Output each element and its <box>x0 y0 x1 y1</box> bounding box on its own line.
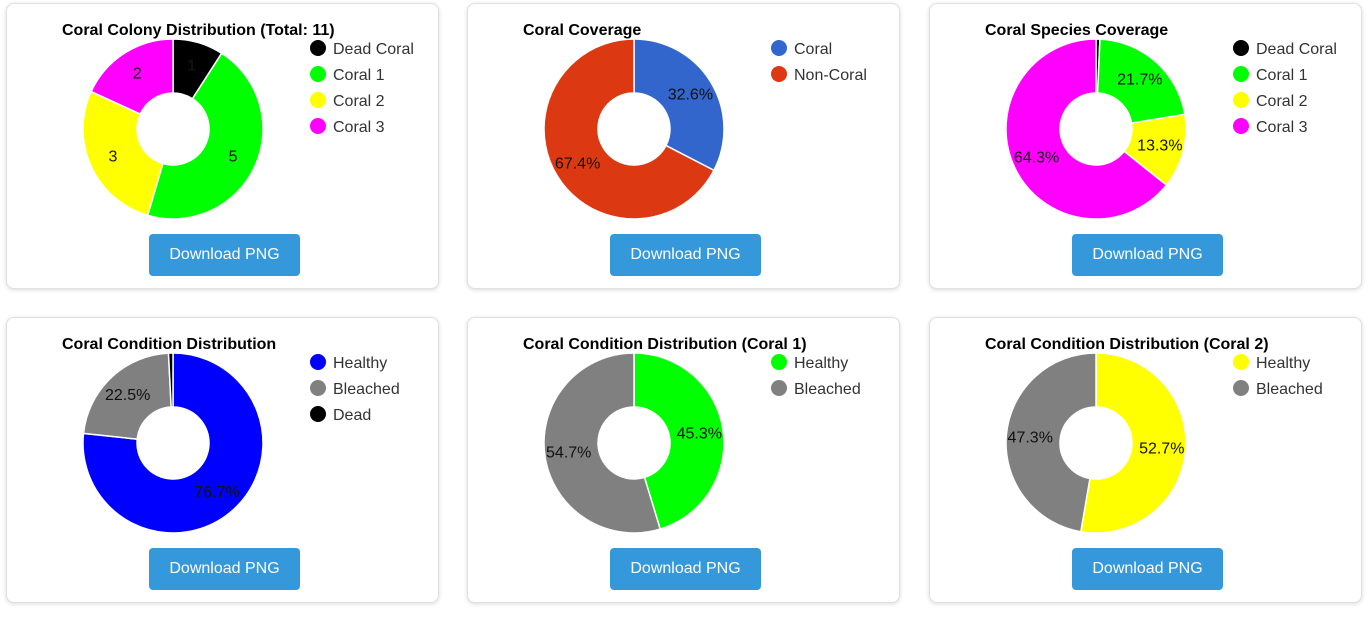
legend-label: Non-Coral <box>794 67 867 84</box>
chart-card-condition-coral-1: Coral Condition Distribution (Coral 1) 45… <box>467 317 900 603</box>
legend-label: Coral 2 <box>1256 93 1308 110</box>
slice-label: 32.6% <box>668 87 713 104</box>
download-png-button[interactable]: Download PNG <box>1072 234 1223 276</box>
slice-label: 76.7% <box>194 484 239 501</box>
legend-label: Healthy <box>1256 355 1310 372</box>
slice-label: 52.7% <box>1139 441 1184 458</box>
legend-swatch <box>310 118 326 134</box>
slice-coral-3 <box>90 38 174 116</box>
slice-label: 2 <box>133 65 142 82</box>
legend-swatch <box>1233 380 1249 396</box>
chart-card-colony-distribution: Coral Colony Distribution (Total: 11) 1 5 3… <box>6 3 439 289</box>
legend-label: Coral 2 <box>333 93 385 110</box>
slice-coral-1 <box>146 52 264 220</box>
legend-label: Dead Coral <box>333 41 414 58</box>
slice-bleached <box>543 352 662 534</box>
download-png-button[interactable]: Download PNG <box>149 548 300 590</box>
legend-swatch <box>1233 92 1249 108</box>
slice-bleached <box>82 352 172 440</box>
donut-chart: Coral Colony Distribution (Total: 11) 1 5 3… <box>62 22 414 220</box>
chart-card-species-coverage: Coral Species Coverage 21.7% 13.3% 64.3% Dea… <box>929 3 1362 289</box>
legend-swatch <box>310 40 326 56</box>
slice-label: 67.4% <box>555 155 600 172</box>
slice-label: 22.5% <box>105 387 150 404</box>
slice-healthy <box>633 352 725 531</box>
slice-healthy <box>82 352 264 534</box>
chart-card-condition-coral-2: Coral Condition Distribution (Coral 2) 52… <box>929 317 1362 603</box>
legend-swatch <box>771 380 787 396</box>
donut-chart: Coral Species Coverage 21.7% 13.3% 64.3% Dea… <box>985 22 1337 220</box>
chart-title: Coral Condition Distribution (Coral 1) <box>523 336 807 353</box>
slice-dead <box>167 352 174 408</box>
slice-label: 1 <box>187 58 196 75</box>
chart-title: Coral Condition Distribution <box>62 336 276 353</box>
legend-label: Coral 1 <box>333 67 385 84</box>
download-png-button[interactable]: Download PNG <box>1072 548 1223 590</box>
slice-coral-2 <box>82 90 164 217</box>
slice-coral-1 <box>1096 38 1186 125</box>
chart-title: Coral Coverage <box>523 22 641 39</box>
slice-label: 3 <box>109 148 118 165</box>
slice-coral <box>633 38 725 172</box>
legend-swatch <box>310 92 326 108</box>
chart-title: Coral Colony Distribution (Total: 11) <box>62 22 335 39</box>
legend-swatch <box>771 40 787 56</box>
slice-label: 5 <box>229 148 238 165</box>
legend-swatch <box>1233 40 1249 56</box>
legend-swatch <box>310 354 326 370</box>
chart-card-coral-coverage: Coral Coverage 32.6% 67.4% Coral Non-Coral D… <box>467 3 900 289</box>
slice-label: 64.3% <box>1014 150 1059 167</box>
legend-label: Bleached <box>794 381 861 398</box>
download-png-button[interactable]: Download PNG <box>149 234 300 276</box>
legend-label: Coral <box>794 41 832 58</box>
legend-swatch <box>1233 66 1249 82</box>
legend-label: Dead <box>333 407 371 424</box>
slice-label: 45.3% <box>677 425 722 442</box>
legend-label: Dead Coral <box>1256 41 1337 58</box>
donut-chart: Coral Condition Distribution (Coral 2) 52… <box>985 336 1323 534</box>
slice-coral-3 <box>1005 38 1168 220</box>
donut-chart: Coral Coverage 32.6% 67.4% Coral Non-Coral <box>523 22 867 220</box>
legend-label: Coral 1 <box>1256 67 1308 84</box>
download-png-button[interactable]: Download PNG <box>610 548 761 590</box>
chart-card-condition-distribution: Coral Condition Distribution 76.7% 22.5% He… <box>6 317 439 603</box>
legend-swatch <box>1233 354 1249 370</box>
donut-chart: Coral Condition Distribution (Coral 1) 45… <box>523 336 861 534</box>
legend-label: Healthy <box>794 355 848 372</box>
legend-swatch <box>771 66 787 82</box>
legend-label: Coral 3 <box>333 119 385 136</box>
slice-healthy <box>1079 352 1187 534</box>
download-png-button[interactable]: Download PNG <box>610 234 761 276</box>
slice-label: 21.7% <box>1117 72 1162 89</box>
legend-label: Coral 3 <box>1256 119 1308 136</box>
slice-bleached <box>1005 352 1097 533</box>
slice-label: 13.3% <box>1137 138 1182 155</box>
legend-swatch <box>771 354 787 370</box>
legend-label: Bleached <box>333 381 400 398</box>
legend-label: Healthy <box>333 355 387 372</box>
chart-title: Coral Condition Distribution (Coral 2) <box>985 336 1269 353</box>
legend-label: Bleached <box>1256 381 1323 398</box>
legend-swatch <box>1233 118 1249 134</box>
legend-swatch <box>310 406 326 422</box>
chart-title: Coral Species Coverage <box>985 22 1168 39</box>
slice-label: 47.3% <box>1008 429 1053 446</box>
legend-swatch <box>310 66 326 82</box>
slice-label: 54.7% <box>546 445 591 462</box>
slice-non-coral <box>543 38 715 220</box>
legend-swatch <box>310 380 326 396</box>
donut-chart: Coral Condition Distribution 76.7% 22.5% He… <box>62 336 400 534</box>
